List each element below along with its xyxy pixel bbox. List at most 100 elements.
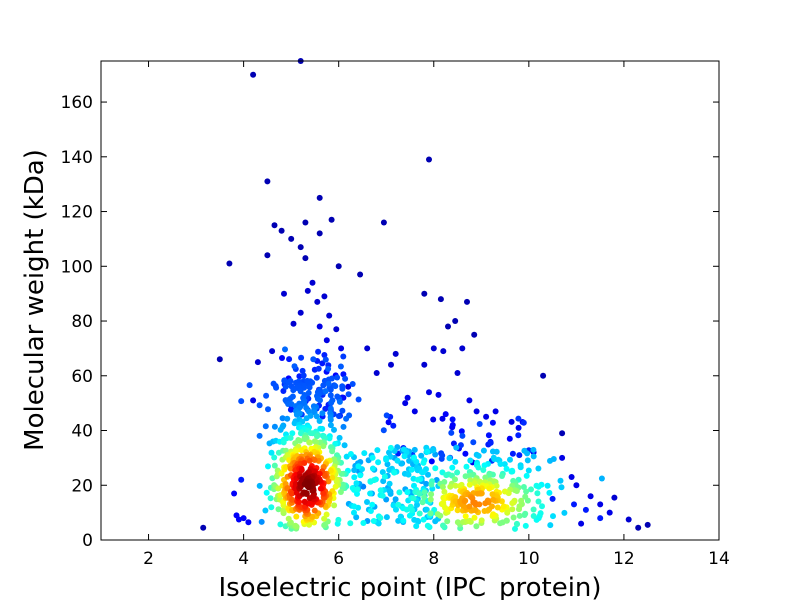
data-point [277,521,284,528]
data-point [353,514,360,521]
data-point [522,510,529,517]
data-point [371,477,378,484]
data-point [489,503,495,510]
data-point [303,490,310,497]
data-point [379,469,386,476]
data-point [298,447,305,454]
data-point [281,290,287,297]
data-point [367,490,374,497]
data-point [411,446,418,453]
data-point [306,457,313,464]
data-point [334,374,341,381]
data-point [448,429,455,436]
data-point [314,298,321,305]
data-point [418,452,425,459]
data-point [420,516,427,523]
data-point [445,323,451,330]
data-point [327,386,334,393]
data-point [342,375,349,382]
data-point [444,518,451,525]
data-point [476,421,483,427]
data-point [427,510,434,517]
data-point [320,382,327,389]
data-point [375,520,382,527]
data-point [471,514,478,521]
data-point [466,481,473,488]
data-point [302,436,308,443]
data-point [357,472,364,479]
data-point [304,481,311,488]
data-point [275,485,282,492]
data-point [435,391,442,398]
data-point [267,495,274,502]
data-point [470,439,477,446]
data-point [340,353,347,360]
data-point [416,490,423,497]
data-point [487,439,494,446]
data-point [635,524,642,531]
y-tick-label: 160 [61,93,93,113]
data-point [340,423,347,430]
data-point [524,457,531,464]
data-point [336,398,343,405]
data-point [226,260,233,267]
data-point [571,501,577,508]
data-point [327,422,334,429]
data-point [347,451,354,457]
data-point [462,473,469,480]
data-point [293,513,300,520]
data-point [423,480,430,487]
data-point [568,474,575,480]
data-point [480,467,487,473]
data-point [509,506,516,513]
data-point [472,499,478,506]
data-point [271,454,278,461]
data-point [374,447,381,454]
data-point [216,356,223,363]
data-point [544,482,551,489]
data-point [380,427,387,434]
y-axis-title: Molecular weight (kDa) [20,149,50,451]
data-point [550,513,556,520]
data-point [516,512,523,519]
data-point [462,450,469,457]
data-point [279,355,285,361]
data-point [462,497,469,504]
data-point [256,402,263,409]
data-point [263,392,270,399]
data-point [540,372,547,379]
data-point [323,511,330,518]
data-point [303,415,310,422]
data-point [390,502,397,509]
data-point [327,416,334,423]
data-point [337,363,344,370]
y-tick-label: 0 [82,531,93,551]
data-point [466,503,473,510]
data-point [291,363,298,370]
data-point [377,514,384,521]
data-point [336,413,342,420]
data-point [313,374,320,381]
data-point [271,423,278,430]
data-point [559,454,566,461]
data-point [299,367,306,374]
data-point [482,500,489,507]
data-point [410,495,417,502]
data-point [286,356,293,363]
data-point [547,457,553,464]
data-point [509,450,516,457]
data-point [322,356,329,363]
data-point [306,384,313,391]
data-point [449,464,456,471]
data-point [325,478,332,485]
data-point [606,509,613,516]
data-point [454,519,461,526]
data-point [240,515,247,522]
data-point [404,394,411,401]
data-point [457,442,464,449]
data-point [407,503,414,510]
data-point [364,499,370,505]
data-point [486,485,493,492]
data-point [287,434,294,441]
data-point [508,468,515,475]
